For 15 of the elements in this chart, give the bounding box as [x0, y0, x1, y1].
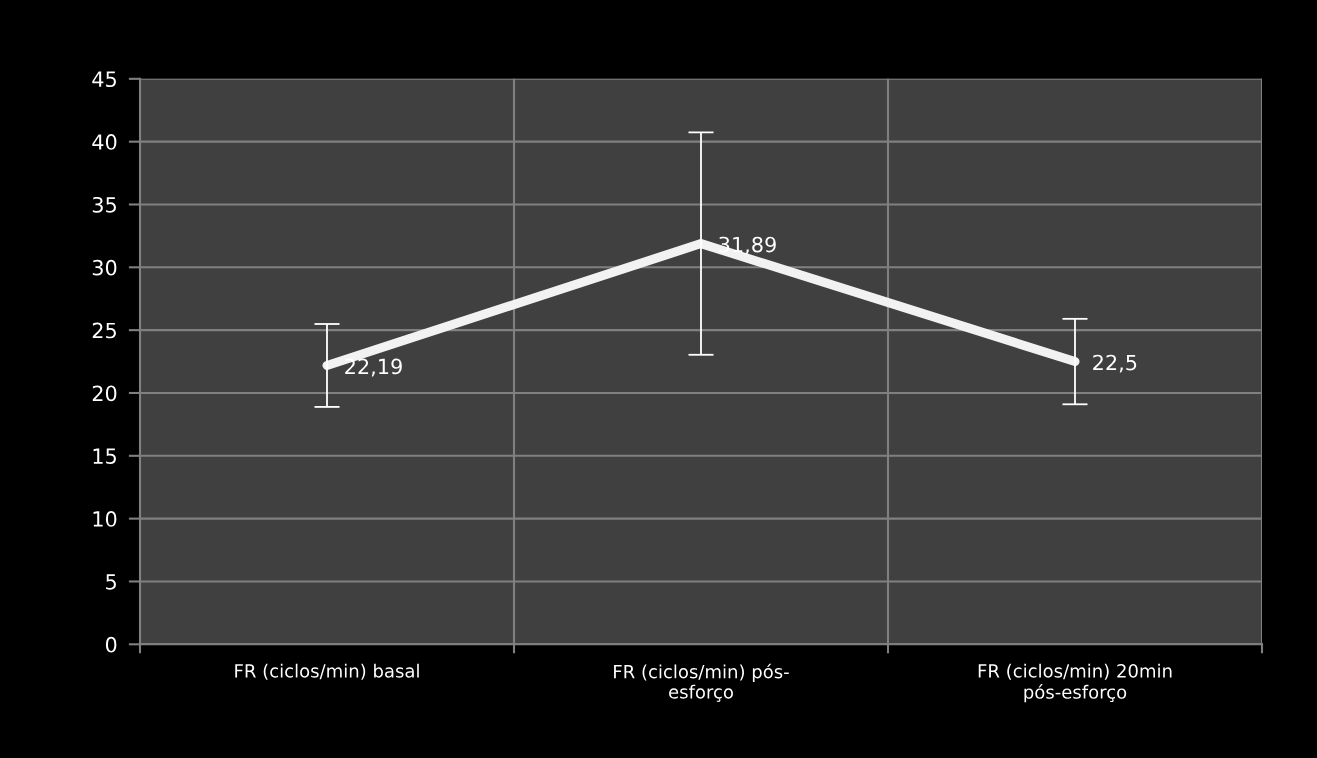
- y-tick-label: 45: [92, 71, 116, 88]
- text: 22,5: [1093, 354, 1137, 373]
- text: 22,19: [345, 358, 402, 377]
- y-tick-label: 25: [92, 322, 116, 339]
- y-tick-label: 10: [93, 511, 117, 527]
- x-tick-label: FR (ciclos/min) basal: [235, 663, 419, 680]
- y-tick-label: 40: [92, 134, 117, 150]
- x-tick-label: FR (ciclos/min) pós- esforço: [614, 663, 789, 702]
- y-tick-label: 15: [93, 448, 116, 465]
- y-tick-label: 0: [105, 636, 117, 653]
- y-tick-label: 5: [106, 574, 116, 590]
- x-tick-label: FR (ciclos/min) 20min pós-esforço: [978, 663, 1172, 703]
- y-tick-label: 35: [92, 196, 116, 213]
- y-tick-label: 20: [92, 385, 117, 402]
- y-tick-label: 30: [92, 259, 117, 276]
